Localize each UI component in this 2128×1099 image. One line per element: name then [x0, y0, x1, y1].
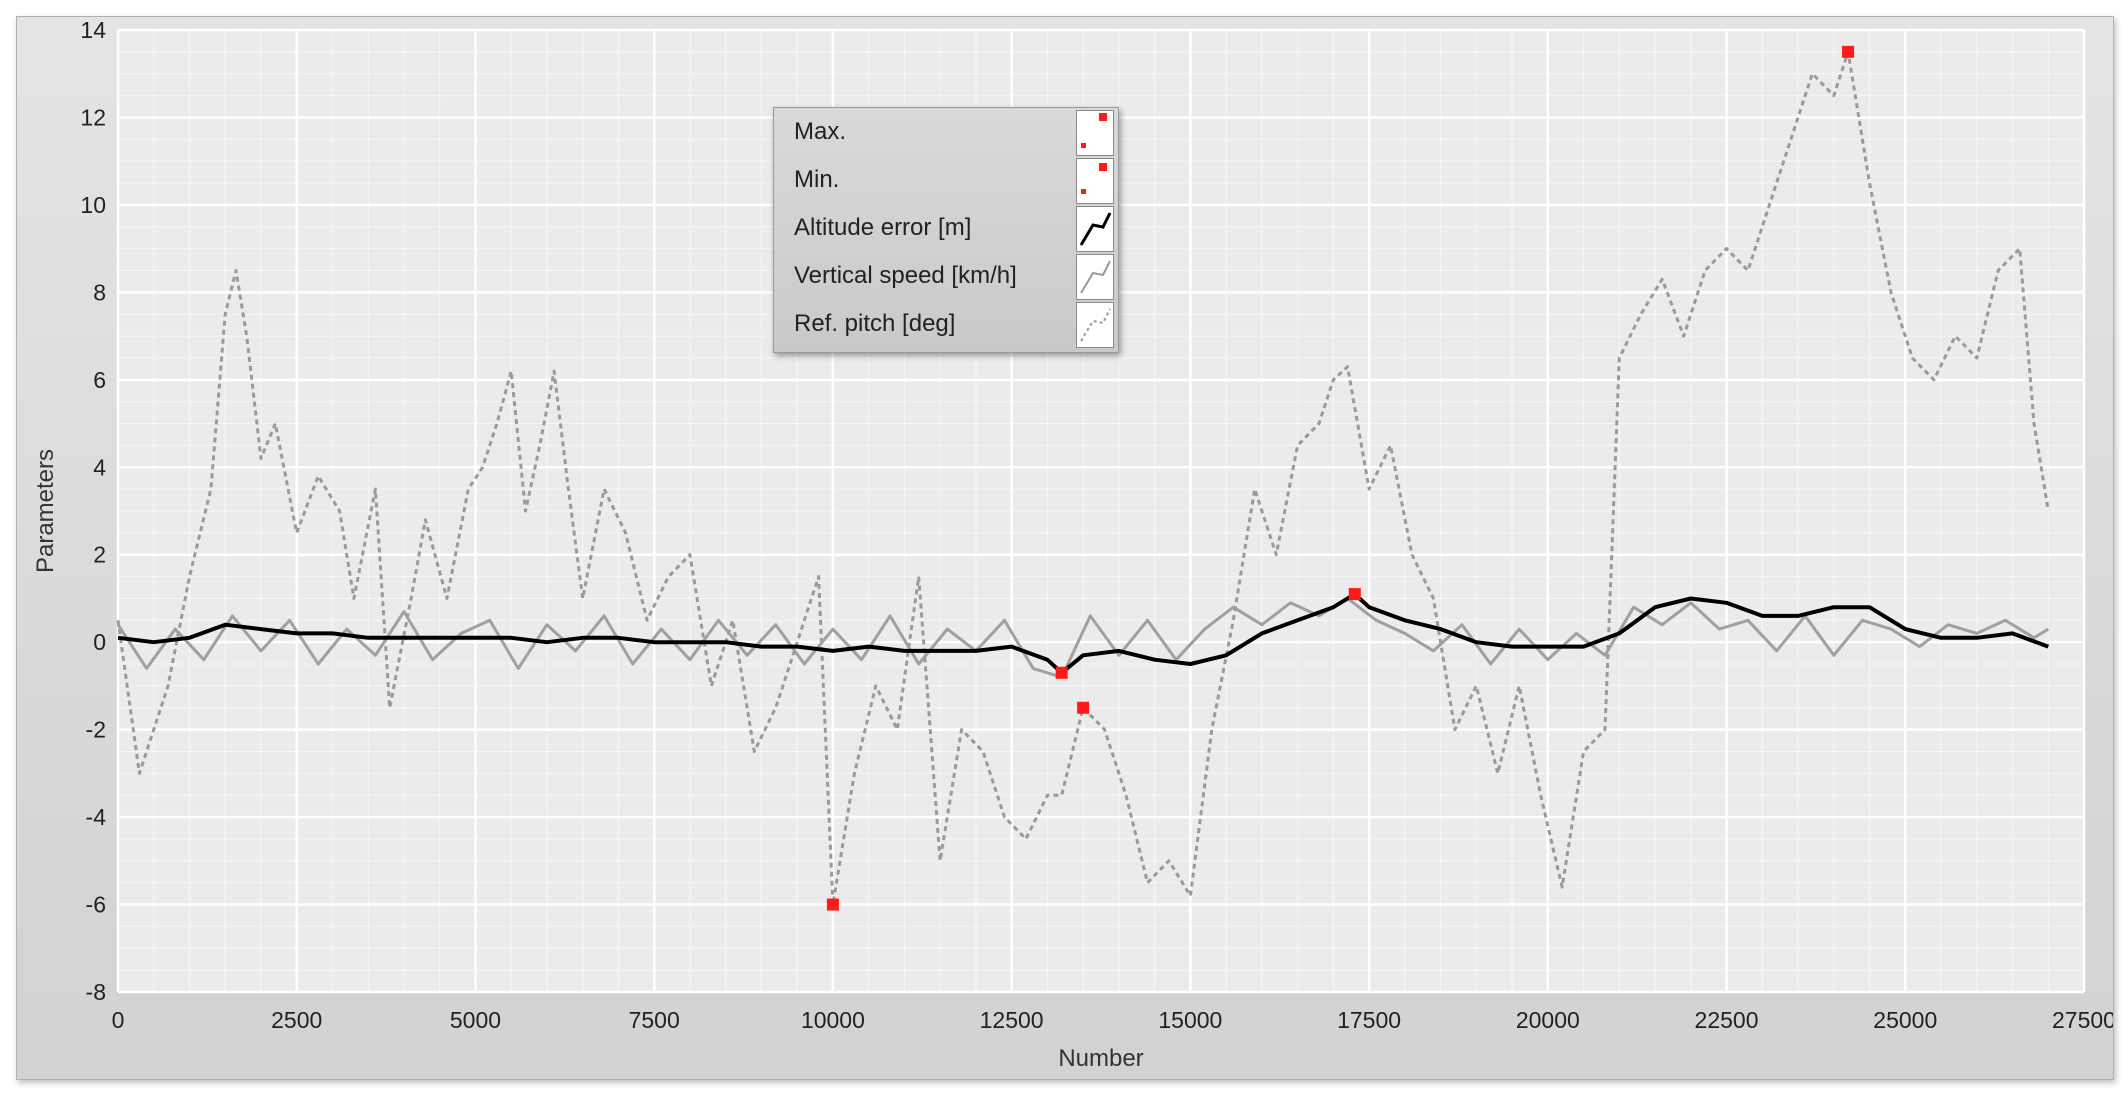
y-tick-label: -6 [86, 892, 106, 918]
legend-swatch-ref-pitch [1076, 302, 1114, 348]
series-line-altitude-error-m [117, 592, 2049, 675]
legend-label-ref-pitch: Ref. pitch [deg] [794, 310, 956, 337]
marker-min [1055, 666, 1068, 679]
y-tick-label: 14 [80, 17, 106, 43]
x-axis-title: Number [1058, 1045, 1143, 1072]
legend-item-max: Max. [774, 108, 1118, 156]
legend-item-ref-pitch: Ref. pitch [deg] [774, 300, 1118, 348]
legend-label-altitude-error: Altitude error [m] [794, 214, 972, 241]
y-tick-label: -2 [86, 717, 106, 743]
series-line-ref-pitch-deg [116, 50, 2050, 906]
legend-label-max: Max. [794, 118, 847, 145]
x-tick-label: 7500 [629, 1007, 680, 1033]
y-axis-title: Parameters [32, 449, 59, 573]
x-tick-label: 5000 [450, 1007, 501, 1033]
marker-max [1842, 45, 1855, 58]
x-tick-label: 17500 [1337, 1007, 1401, 1033]
legend-swatch-min [1076, 158, 1114, 204]
x-tick-label: 22500 [1695, 1007, 1759, 1033]
legend-swatch-altitude-error [1076, 206, 1114, 252]
x-tick-label: 25000 [1873, 1007, 1937, 1033]
legend-swatch-vertical-speed [1076, 254, 1114, 300]
y-tick-label: -8 [86, 979, 106, 1005]
legend-item-altitude-error: Altitude error [m] [774, 204, 1118, 252]
legend-swatch-max [1076, 110, 1114, 156]
legend-item-min: Min. [774, 156, 1118, 204]
y-tick-label: 12 [80, 104, 106, 130]
marker-max [1348, 588, 1361, 601]
y-tick-label: 0 [93, 629, 106, 655]
chart-frame: 0 2500 5000 7500 10000 12500 15000 17500 20000 22… [16, 16, 2114, 1080]
legend-label-vertical-speed: Vertical speed [km/h] [794, 262, 1017, 289]
marker-min [826, 898, 839, 911]
y-tick-label: 8 [93, 279, 106, 305]
y-tick-label: 2 [93, 542, 106, 568]
chart-legend: Max. Min. Altitude error [m] Vertical sp… [773, 107, 1119, 353]
x-tick-label: 15000 [1158, 1007, 1222, 1033]
x-tick-label: 2500 [271, 1007, 322, 1033]
y-tick-label: 10 [80, 192, 106, 218]
legend-item-vertical-speed: Vertical speed [km/h] [774, 252, 1118, 300]
x-tick-label: 0 [112, 1007, 125, 1033]
x-tick-label: 12500 [980, 1007, 1044, 1033]
y-tick-label: 6 [93, 367, 106, 393]
legend-label-min: Min. [794, 166, 840, 193]
series-line-vertical-speed-km-h [116, 597, 2050, 679]
marker-min [1077, 701, 1090, 714]
y-tick-label: 4 [93, 454, 106, 480]
y-tick-label: -4 [86, 804, 107, 830]
x-tick-label: 10000 [801, 1007, 865, 1033]
x-tick-label: 20000 [1516, 1007, 1580, 1033]
x-tick-label: 27500 [2052, 1007, 2113, 1033]
